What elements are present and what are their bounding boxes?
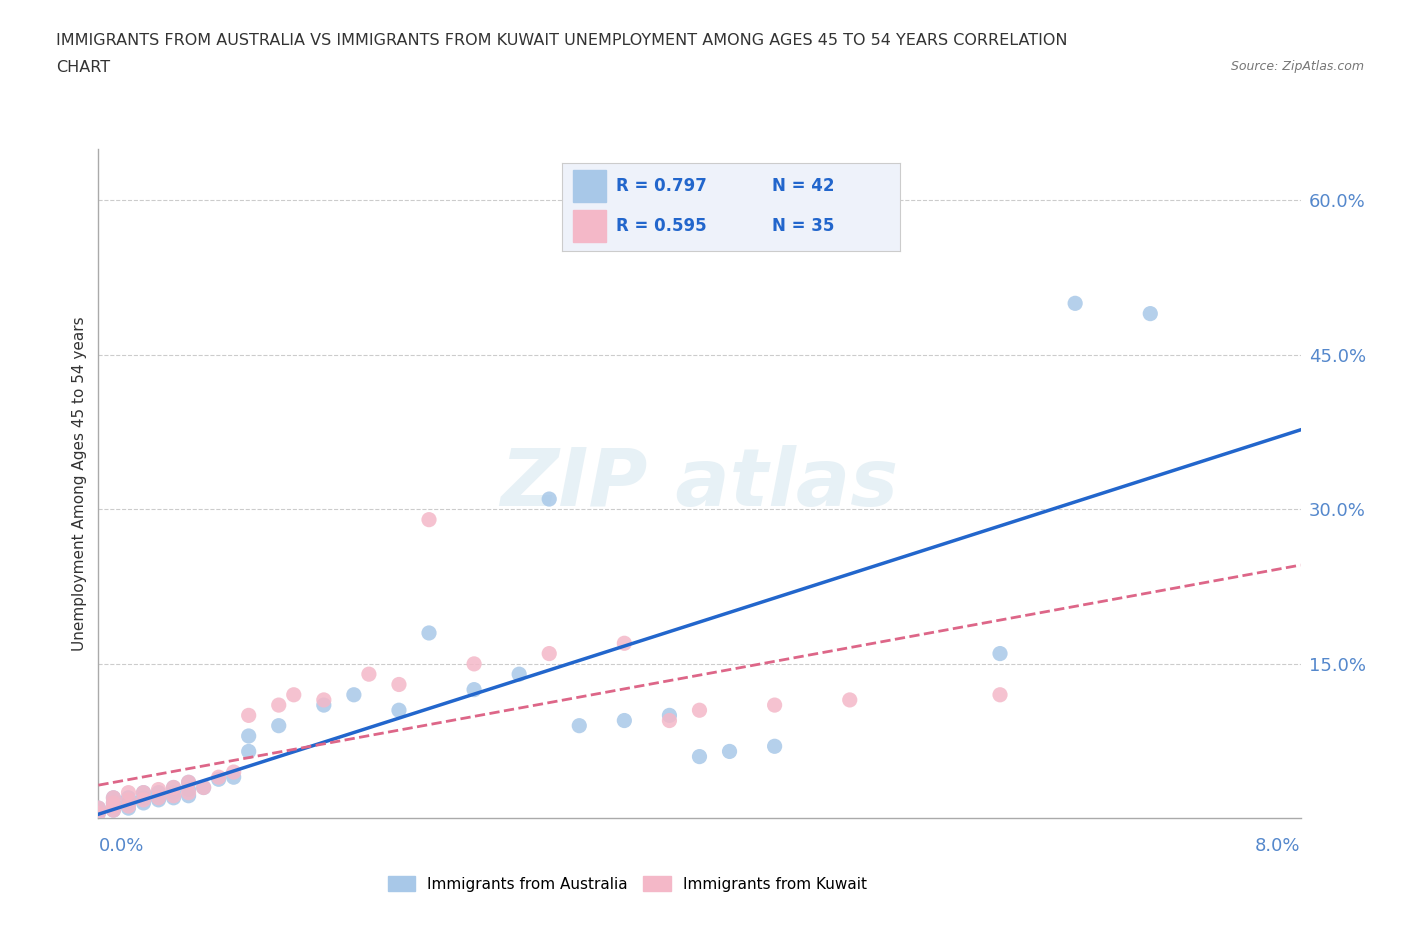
Point [148,782,170,797]
Point [193,780,215,795]
Point [103,790,125,805]
Point [87,805,110,820]
Point [162,789,184,804]
Point [463,683,485,698]
Point [312,693,335,708]
Point [658,713,681,728]
Point [238,708,260,723]
Point [508,667,530,682]
Point [103,795,125,810]
Point [658,708,681,723]
Point [418,626,440,641]
Point [1139,306,1161,321]
Point [162,780,184,795]
Point [103,799,125,814]
Point [148,790,170,805]
Text: R = 0.595: R = 0.595 [616,218,707,235]
Point [177,782,200,797]
Legend: Immigrants from Australia, Immigrants from Kuwait: Immigrants from Australia, Immigrants fr… [381,870,873,897]
Point [568,718,591,733]
Point [763,698,786,712]
Point [357,667,380,682]
Point [613,636,636,651]
Text: 0.0%: 0.0% [98,837,143,855]
Point [193,780,215,795]
Point [132,785,155,800]
Point [538,646,561,661]
Point [177,789,200,804]
Point [238,744,260,759]
Point [87,801,110,816]
Point [132,790,155,805]
Point [117,785,139,800]
Text: ZIP atlas: ZIP atlas [501,445,898,523]
Point [177,775,200,790]
Text: N = 35: N = 35 [772,218,834,235]
Point [238,728,260,743]
Point [162,790,184,805]
Point [688,750,710,764]
Text: IMMIGRANTS FROM AUSTRALIA VS IMMIGRANTS FROM KUWAIT UNEMPLOYMENT AMONG AGES 45 T: IMMIGRANTS FROM AUSTRALIA VS IMMIGRANTS … [56,33,1067,47]
Point [132,785,155,800]
Bar [572,210,606,243]
Point [103,803,125,817]
Text: Source: ZipAtlas.com: Source: ZipAtlas.com [1230,60,1364,73]
Point [613,713,636,728]
Point [988,646,1011,661]
Point [177,785,200,800]
Point [162,780,184,795]
Point [267,718,290,733]
Point [763,738,786,753]
Point [838,693,860,708]
Point [117,799,139,814]
Point [103,790,125,805]
Point [177,775,200,790]
Point [283,687,305,702]
Point [87,805,110,820]
Point [117,795,139,810]
Point [208,770,231,785]
Point [103,803,125,817]
Point [718,744,741,759]
Text: CHART: CHART [56,60,110,75]
Point [148,785,170,800]
Point [688,703,710,718]
Point [222,764,245,779]
Point [132,795,155,810]
Point [343,687,366,702]
Point [1064,296,1087,311]
Point [132,792,155,807]
Point [208,772,231,787]
Point [388,677,411,692]
Bar [572,170,606,202]
Point [103,795,125,810]
Point [148,792,170,807]
Point [463,657,485,671]
Point [222,770,245,785]
Point [267,698,290,712]
Text: 8.0%: 8.0% [1256,837,1301,855]
Y-axis label: Unemployment Among Ages 45 to 54 years: Unemployment Among Ages 45 to 54 years [72,316,87,651]
Point [988,687,1011,702]
Point [117,792,139,807]
Point [162,785,184,800]
Point [117,801,139,816]
Point [117,790,139,805]
Text: N = 42: N = 42 [772,177,834,194]
Point [312,698,335,712]
Point [418,512,440,527]
Point [388,703,411,718]
Point [87,801,110,816]
Point [538,492,561,507]
Point [148,790,170,805]
Text: R = 0.797: R = 0.797 [616,177,707,194]
